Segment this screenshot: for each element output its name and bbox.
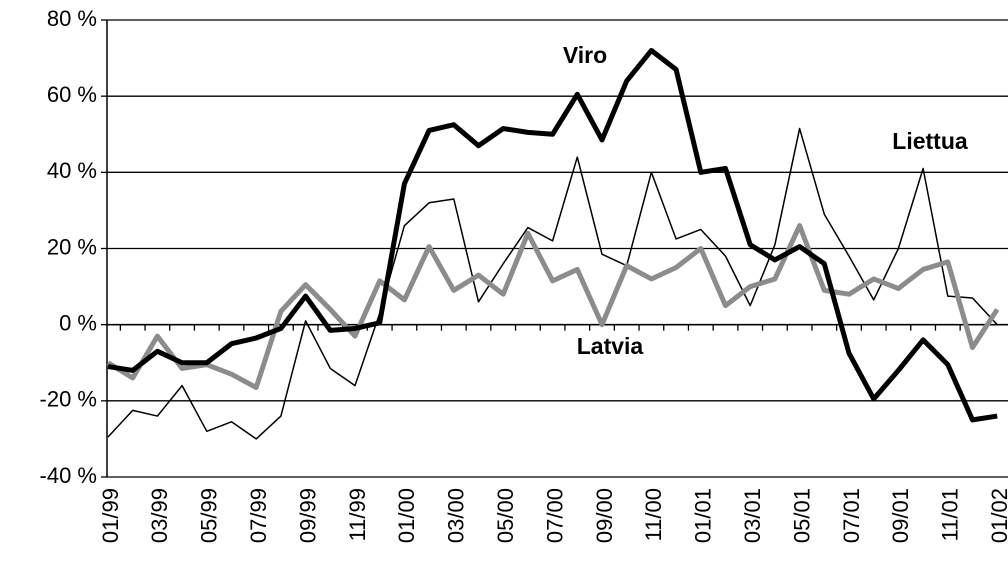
series-line <box>106 223 1000 391</box>
x-tick-label: 05/00 <box>493 488 518 543</box>
x-tick-label: 01/02 <box>987 488 1008 543</box>
x-tick-label: 03/00 <box>444 488 469 543</box>
series-line <box>107 127 998 440</box>
y-tick-label: 40 % <box>47 158 97 183</box>
x-tick-label: 07/99 <box>246 488 271 543</box>
x-tick-label: 09/00 <box>592 488 617 543</box>
series-label: Viro <box>563 42 607 68</box>
series-label: Liettua <box>892 128 968 154</box>
x-tick-label: 05/01 <box>789 488 814 543</box>
x-tick-label: 11/00 <box>641 488 666 541</box>
y-tick-label: -20 % <box>40 387 97 412</box>
y-tick-label: 0 % <box>59 310 97 335</box>
x-tick-label: 01/00 <box>394 488 419 543</box>
y-tick-label: 80 % <box>47 6 97 31</box>
x-tick-label: 11/01 <box>938 488 963 541</box>
x-tick-label: 11/99 <box>345 488 370 541</box>
x-tick-label: 09/01 <box>888 488 913 543</box>
x-tick-label: 07/00 <box>542 488 567 543</box>
x-tick-label: 03/99 <box>147 488 172 543</box>
x-tick-label: 01/01 <box>691 488 716 543</box>
y-tick-label: 60 % <box>47 82 97 107</box>
y-tick-label: -40 % <box>40 463 97 488</box>
series-line <box>107 47 998 423</box>
x-tick-label: 09/99 <box>295 488 320 543</box>
x-tick-label: 07/01 <box>839 488 864 543</box>
x-tick-label: 05/99 <box>197 488 222 543</box>
series-label: Latvia <box>577 333 644 359</box>
x-tick-label: 03/01 <box>740 488 765 543</box>
y-tick-label: 20 % <box>47 234 97 259</box>
x-tick-label: 01/99 <box>98 488 123 543</box>
